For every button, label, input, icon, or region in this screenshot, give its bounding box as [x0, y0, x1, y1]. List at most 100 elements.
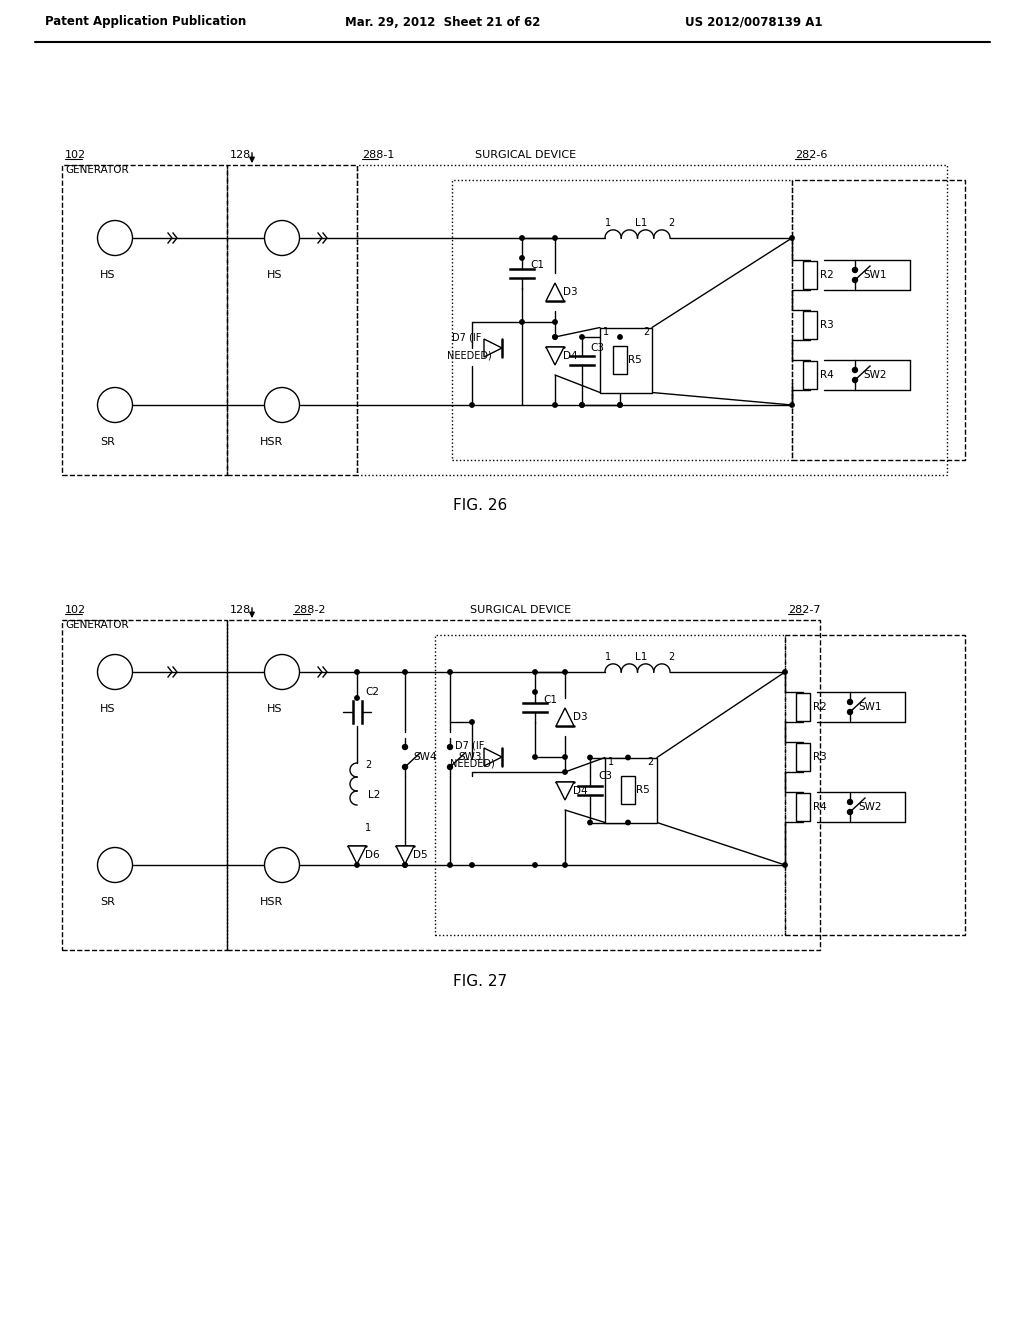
Text: US 2012/0078139 A1: US 2012/0078139 A1	[685, 16, 822, 29]
Text: C3: C3	[598, 771, 612, 781]
Circle shape	[447, 744, 453, 750]
Text: HS: HS	[100, 704, 116, 714]
Text: HSR: HSR	[260, 898, 284, 907]
Text: HS: HS	[100, 271, 116, 280]
Polygon shape	[546, 282, 564, 301]
Circle shape	[848, 710, 853, 714]
Circle shape	[553, 335, 557, 339]
Text: D5: D5	[413, 850, 428, 861]
Circle shape	[447, 669, 453, 675]
Circle shape	[563, 669, 567, 675]
Circle shape	[470, 719, 474, 725]
Circle shape	[532, 863, 538, 867]
Text: D4: D4	[563, 351, 578, 360]
Circle shape	[848, 700, 853, 705]
Text: R4: R4	[813, 803, 826, 812]
Bar	[605, 758, 657, 822]
Bar	[621, 776, 635, 804]
Bar	[803, 312, 817, 339]
Circle shape	[264, 220, 299, 256]
Bar	[62, 620, 227, 950]
Circle shape	[790, 236, 795, 240]
Bar	[796, 743, 810, 771]
Text: SR: SR	[100, 437, 115, 447]
Text: R5: R5	[636, 785, 650, 795]
Text: 1: 1	[603, 327, 609, 337]
Circle shape	[617, 403, 623, 407]
Text: C2: C2	[365, 686, 379, 697]
Bar	[227, 165, 357, 475]
Circle shape	[588, 820, 592, 825]
Circle shape	[402, 863, 408, 867]
Circle shape	[97, 220, 132, 256]
Text: D6: D6	[365, 850, 380, 861]
Polygon shape	[546, 347, 564, 366]
Polygon shape	[556, 781, 574, 800]
Circle shape	[402, 744, 408, 750]
Circle shape	[588, 755, 592, 760]
Circle shape	[354, 669, 359, 675]
Circle shape	[264, 655, 299, 689]
Polygon shape	[556, 708, 574, 726]
Circle shape	[470, 863, 474, 867]
Circle shape	[617, 335, 623, 339]
Bar	[227, 620, 820, 950]
Text: HS: HS	[267, 704, 283, 714]
Circle shape	[402, 863, 408, 867]
Circle shape	[626, 755, 630, 760]
Text: R3: R3	[813, 752, 826, 762]
Polygon shape	[484, 748, 502, 766]
Circle shape	[264, 388, 299, 422]
Circle shape	[264, 847, 299, 883]
Text: SW1: SW1	[863, 271, 887, 280]
Text: 288-1: 288-1	[362, 150, 394, 160]
Bar	[62, 165, 227, 475]
Text: SW1: SW1	[858, 702, 882, 711]
Text: L2: L2	[368, 789, 380, 800]
Circle shape	[520, 319, 524, 325]
Circle shape	[553, 403, 557, 407]
Text: D3: D3	[563, 286, 578, 297]
Text: 2: 2	[668, 652, 674, 663]
Polygon shape	[396, 846, 414, 865]
Text: 288-2: 288-2	[293, 605, 326, 615]
Circle shape	[553, 319, 557, 325]
Text: C1: C1	[543, 696, 557, 705]
Text: 2: 2	[643, 327, 649, 337]
Circle shape	[563, 755, 567, 759]
Text: 102: 102	[65, 605, 86, 615]
Polygon shape	[484, 339, 502, 356]
Text: NEEDED): NEEDED)	[450, 758, 495, 768]
Bar	[357, 165, 947, 475]
Circle shape	[402, 764, 408, 770]
Text: SW3: SW3	[458, 752, 481, 762]
Circle shape	[853, 268, 857, 272]
Text: 2: 2	[365, 760, 372, 770]
Text: GENERATOR: GENERATOR	[65, 165, 129, 176]
Text: 2: 2	[648, 756, 654, 767]
Bar	[452, 180, 792, 459]
Text: Patent Application Publication: Patent Application Publication	[45, 16, 246, 29]
Text: R3: R3	[820, 319, 834, 330]
Circle shape	[626, 820, 630, 825]
Circle shape	[580, 335, 585, 339]
Bar	[792, 180, 965, 459]
Text: SW4: SW4	[413, 752, 436, 762]
Text: 128: 128	[230, 150, 251, 160]
Bar	[796, 693, 810, 721]
Bar	[613, 346, 627, 374]
Circle shape	[97, 847, 132, 883]
Polygon shape	[348, 846, 366, 865]
Text: C3: C3	[590, 343, 604, 352]
Circle shape	[553, 236, 557, 240]
Text: Mar. 29, 2012  Sheet 21 of 62: Mar. 29, 2012 Sheet 21 of 62	[345, 16, 541, 29]
Circle shape	[447, 764, 453, 770]
Circle shape	[853, 367, 857, 372]
Circle shape	[532, 690, 538, 694]
Circle shape	[354, 696, 359, 700]
Text: D7 (IF: D7 (IF	[452, 333, 481, 343]
Text: SW2: SW2	[863, 370, 887, 380]
Text: 1: 1	[605, 652, 611, 663]
Text: R4: R4	[820, 370, 834, 380]
Circle shape	[580, 403, 585, 407]
